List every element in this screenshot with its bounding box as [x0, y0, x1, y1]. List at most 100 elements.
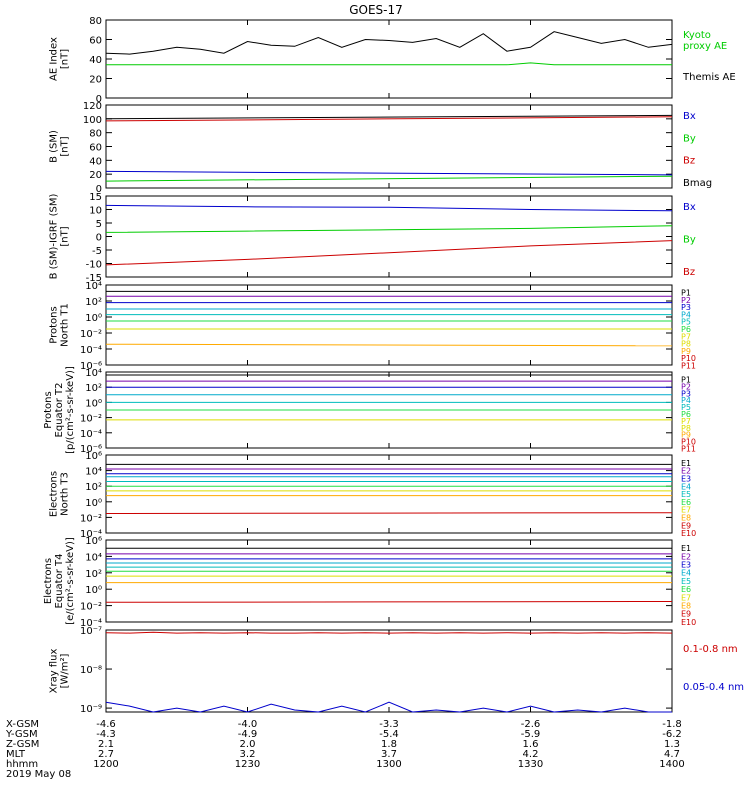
- legend-entry: E4: [681, 569, 691, 578]
- legend-entry: E8: [681, 602, 691, 611]
- x-axis-tick-label: 1.6: [523, 739, 539, 750]
- legend-entry: E3: [681, 561, 691, 570]
- x-axis-tick-label: 1230: [235, 759, 260, 770]
- y-axis-label: Protons: [49, 306, 60, 343]
- y-axis-label: [nT]: [60, 136, 71, 156]
- y-tick-label: 10⁻⁴: [80, 618, 102, 629]
- legend-entry: E5: [681, 490, 691, 499]
- x-axis-tick-label: 1330: [518, 759, 543, 770]
- y-axis-label: North T1: [60, 303, 71, 347]
- series-line-0-1-0-8-nm: [105, 631, 673, 634]
- y-tick-label: 10⁴: [85, 368, 102, 379]
- legend-entry: E1: [681, 459, 691, 468]
- legend-entry: P7: [681, 332, 691, 341]
- plot-title: GOES-17: [349, 3, 403, 17]
- legend-entry: Themis AE: [682, 72, 736, 83]
- panel-2: 0 20 40 60 80 100 120 B (SM) [nT] Bx By Bz Bmag: [49, 101, 713, 195]
- legend-entry: Bx: [683, 202, 696, 213]
- legend-entry: E6: [681, 585, 691, 594]
- y-axis-label: Protons: [43, 391, 54, 428]
- y-tick-label: 40: [89, 156, 102, 167]
- legend-entry: P3: [681, 303, 691, 312]
- x-axis-tick-label: 1300: [376, 759, 401, 770]
- legend-entry: proxy AE: [683, 41, 727, 52]
- y-tick-label: -15: [86, 273, 102, 284]
- y-tick-label: 0: [96, 184, 102, 195]
- series-line-bmag: [105, 114, 673, 120]
- y-tick-label: 5: [96, 219, 102, 230]
- x-axis-row-label: MLT: [6, 749, 26, 760]
- x-axis-tick-label: 1.3: [664, 739, 680, 750]
- legend-entry: P4: [681, 396, 691, 405]
- x-axis-tick-label: -5.4: [379, 729, 399, 740]
- y-tick-label: 10: [89, 206, 102, 217]
- x-axis-tick-label: 1400: [659, 759, 684, 770]
- y-tick-label: 10⁴: [85, 552, 102, 563]
- panel-frame: [105, 195, 673, 278]
- x-axis-tick-label: 1200: [93, 759, 118, 770]
- y-tick-label: 10⁴: [85, 467, 102, 478]
- y-axis-label: Xray flux: [49, 649, 60, 694]
- y-axis-label: [W/m²]: [60, 653, 71, 688]
- y-axis-label: [e/(cm²-s-sr-keV)]: [65, 537, 76, 625]
- legend-entry: P5: [681, 403, 691, 412]
- panel-frame: [105, 19, 673, 99]
- y-tick-label: 100: [83, 115, 102, 126]
- x-axis-tick-label: 4.7: [664, 749, 680, 760]
- y-tick-label: 10⁶: [85, 451, 102, 462]
- y-axis-label: [p/(cm²-s-sr-keV)]: [65, 366, 76, 454]
- legend-entry: P6: [681, 410, 691, 419]
- legend-entry: P6: [681, 325, 691, 334]
- x-axis-tick-label: 2.7: [98, 749, 114, 760]
- legend-entry: E9: [681, 521, 691, 530]
- legend-entry: P1: [681, 289, 691, 298]
- series-line-e9: [105, 601, 673, 603]
- y-axis-label: B (SM): [49, 130, 60, 163]
- x-axis-row-label: X-GSM: [6, 719, 39, 730]
- x-axis-tick-label: -4.3: [96, 729, 116, 740]
- series-line-0-05-0-4-nm: [105, 701, 672, 713]
- y-tick-label: 10⁻²: [80, 513, 102, 524]
- y-tick-label: 10⁻²: [80, 414, 102, 425]
- legend-entry: E5: [681, 577, 691, 586]
- legend-entry: 0.05-0.4 nm: [683, 682, 744, 693]
- x-axis-tick-label: 2.1: [98, 739, 114, 750]
- y-tick-label: -10: [86, 260, 102, 271]
- y-tick-label: 10⁻⁹: [80, 704, 102, 715]
- y-axis-label: AE Index: [49, 37, 60, 81]
- legend-entry: Bmag: [683, 178, 712, 189]
- series-line-bx: [105, 170, 673, 176]
- series-line-bx: [105, 204, 673, 212]
- y-tick-label: 10⁴: [85, 281, 102, 292]
- panel-5: 10⁻⁶ 10⁻⁴ 10⁻² 10⁰ 10² 10⁴ Protons Equator T2 [p…: [43, 366, 696, 455]
- legend-entry: P3: [681, 389, 691, 398]
- legend-entry: E6: [681, 498, 691, 507]
- panel-frame: [105, 629, 673, 713]
- legend-entry: P10: [681, 354, 696, 363]
- x-axis-tick-label: 3.2: [240, 749, 256, 760]
- legend-entry: E7: [681, 593, 691, 602]
- x-axis-tick-label: -5.9: [521, 729, 541, 740]
- y-tick-label: 10⁻⁴: [80, 345, 102, 356]
- y-axis-label: [nT]: [60, 49, 71, 69]
- y-tick-label: 15: [89, 192, 102, 203]
- y-tick-label: 10⁶: [85, 536, 102, 547]
- panel-4: 10⁻⁶ 10⁻⁴ 10⁻² 10⁰ 10² 10⁴ Protons North T1 P1P2…: [49, 281, 697, 372]
- x-axis-tick-label: 4.2: [523, 749, 539, 760]
- y-tick-label: 80: [89, 16, 102, 27]
- y-tick-label: 10⁻⁶: [80, 444, 102, 455]
- y-tick-label: 10⁻⁶: [80, 361, 102, 372]
- legend-entry: By: [683, 235, 696, 246]
- y-tick-label: 60: [89, 36, 102, 47]
- y-tick-label: 10⁻²: [80, 602, 102, 613]
- legend-entry: E7: [681, 506, 691, 515]
- y-tick-label: 10²: [85, 482, 102, 493]
- y-tick-label: 10⁻⁴: [80, 429, 102, 440]
- x-axis-tick-label: 1.8: [381, 739, 397, 750]
- legend-entry: Bx: [683, 111, 696, 122]
- y-tick-label: 10⁰: [85, 313, 102, 324]
- y-axis-label: Electrons: [43, 558, 54, 604]
- legend-entry: Bz: [683, 267, 695, 278]
- legend-entry: P10: [681, 438, 696, 447]
